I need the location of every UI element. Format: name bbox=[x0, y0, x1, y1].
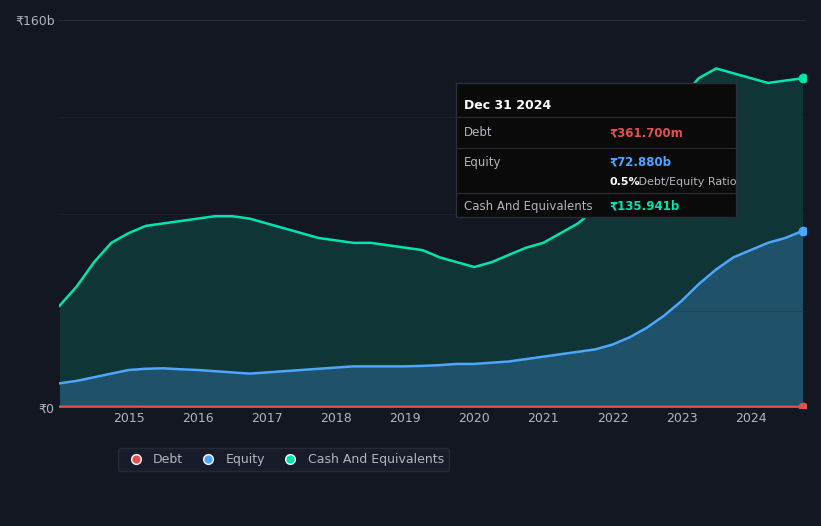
Text: ₹361.700m: ₹361.700m bbox=[610, 126, 684, 139]
Text: Cash And Equivalents: Cash And Equivalents bbox=[464, 200, 593, 213]
Text: ₹135.941b: ₹135.941b bbox=[610, 200, 680, 213]
Legend: Debt, Equity, Cash And Equivalents: Debt, Equity, Cash And Equivalents bbox=[118, 448, 449, 471]
Text: Equity: Equity bbox=[464, 156, 502, 168]
Text: ₹72.880b: ₹72.880b bbox=[610, 156, 672, 168]
Text: Debt: Debt bbox=[464, 126, 493, 139]
Text: Dec 31 2024: Dec 31 2024 bbox=[464, 99, 552, 113]
Text: 0.5%: 0.5% bbox=[610, 177, 640, 187]
Text: Debt/Equity Ratio: Debt/Equity Ratio bbox=[635, 177, 736, 187]
